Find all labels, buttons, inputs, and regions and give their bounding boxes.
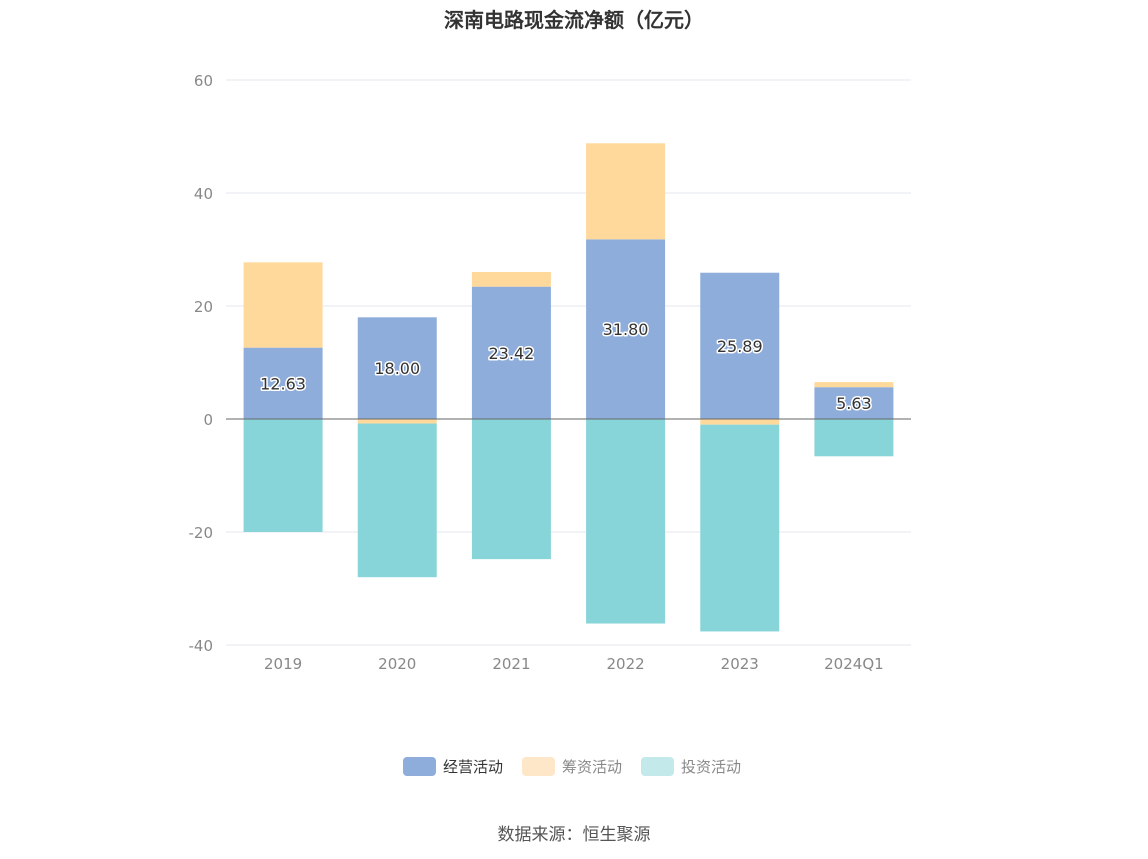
data-labels: 12.63 18.00 23.42 31.80 25.89 5.63 xyxy=(259,319,874,415)
legend-item[interactable]: 投资活动 xyxy=(641,757,741,776)
bar-operating xyxy=(243,347,323,419)
legend-label: 经营活动 xyxy=(443,758,503,776)
bar-investing xyxy=(471,419,551,560)
y-tick-label: 60 xyxy=(194,72,213,90)
bar-operating xyxy=(700,272,780,419)
legend-label: 投资活动 xyxy=(681,758,741,776)
data-label: 25.89 xyxy=(717,337,763,356)
data-label: 31.80 xyxy=(603,320,649,339)
bar-financing xyxy=(471,271,551,287)
bar-operating xyxy=(357,317,437,419)
legend-swatch xyxy=(641,757,674,776)
bar-financing xyxy=(357,419,437,424)
x-tick-label: 2019 xyxy=(264,655,302,673)
x-tick-label: 2022 xyxy=(606,655,644,673)
legend-item[interactable]: 筹资活动 xyxy=(522,757,622,776)
bar-operating xyxy=(586,239,666,419)
source-note: 数据来源：恒生聚源 xyxy=(497,825,651,845)
legend-swatch xyxy=(403,757,436,776)
data-label: 23.42 xyxy=(489,344,535,363)
bar-investing xyxy=(357,423,437,578)
bar-investing xyxy=(243,419,323,532)
legend-label: 筹资活动 xyxy=(562,758,622,776)
x-tick-label: 2024Q1 xyxy=(824,655,884,673)
bar-financing xyxy=(814,382,894,388)
bar-investing xyxy=(700,424,780,632)
y-tick-label: 40 xyxy=(194,185,213,203)
data-label: 12.63 xyxy=(260,374,306,393)
y-tick-label: -40 xyxy=(189,637,214,655)
legend-swatch xyxy=(522,757,555,776)
legend[interactable]: 经营活动 筹资活动 投资活动 xyxy=(403,757,741,776)
y-tick-label: 0 xyxy=(203,411,213,429)
bar-investing xyxy=(814,419,894,457)
bar-operating xyxy=(814,387,894,419)
bar-financing xyxy=(243,262,323,348)
bar-investing xyxy=(586,419,666,624)
x-tick-label: 2020 xyxy=(378,655,416,673)
x-tick-label: 2021 xyxy=(492,655,530,673)
bar-financing xyxy=(700,419,780,425)
y-tick-label: -20 xyxy=(189,524,214,542)
bar-operating xyxy=(471,286,551,419)
bars xyxy=(243,143,894,632)
legend-item[interactable]: 经营活动 xyxy=(403,757,503,776)
y-tick-label: 20 xyxy=(194,298,213,316)
x-tick-label: 2023 xyxy=(721,655,759,673)
data-label: 5.63 xyxy=(836,394,872,413)
bar-financing xyxy=(586,143,666,240)
axis-labels: 60 40 20 0 -20 -40 2019 2020 2021 2022 2023 2024Q1 xyxy=(189,72,884,673)
grid-lines xyxy=(226,79,911,646)
chart-title: 深南电路现金流净额（亿元） xyxy=(444,8,704,32)
data-label: 18.00 xyxy=(374,359,420,378)
